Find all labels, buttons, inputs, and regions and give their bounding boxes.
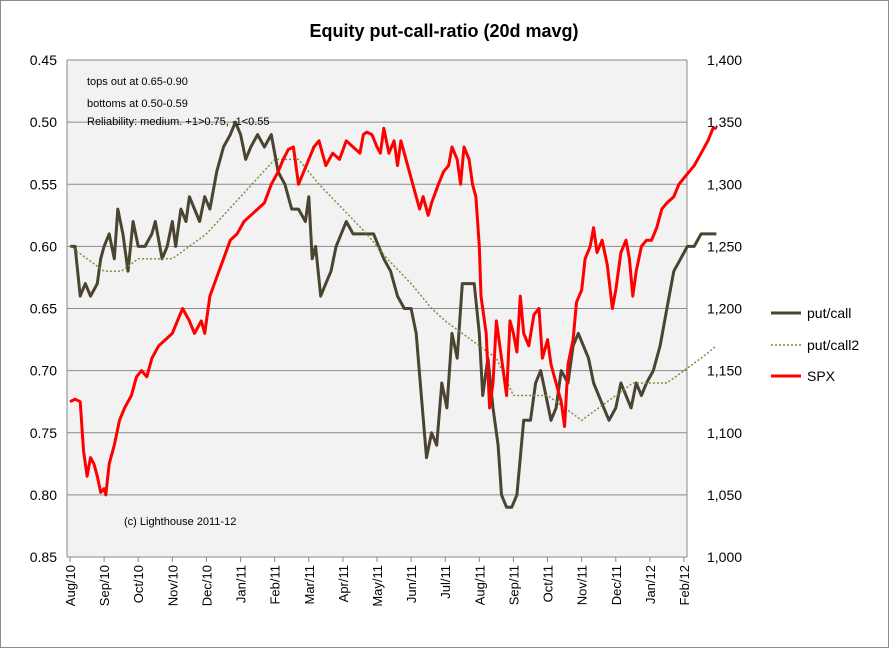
left-tick-label: 0.80 (30, 487, 57, 503)
right-tick-label: 1,400 (707, 52, 742, 68)
x-tick-label: Jan/12 (643, 565, 658, 604)
credit-text: (c) Lighthouse 2011-12 (124, 516, 236, 528)
legend-label-put-call: put/call (807, 305, 851, 321)
x-tick-label: Oct/10 (131, 565, 146, 603)
x-axis-ticks: Aug/10 Sep/10 Oct/10 Nov/10 Dec/10 Jan/11 Feb/… (63, 557, 692, 607)
x-tick-label: Jan/11 (234, 565, 249, 603)
x-tick-label: Nov/11 (575, 565, 590, 605)
left-tick-label: 0.55 (30, 176, 57, 192)
right-tick-label: 1,200 (707, 301, 742, 317)
series-lines (69, 120, 717, 509)
x-tick-label: Aug/11 (472, 565, 487, 605)
x-tick-label: Aug/10 (63, 565, 78, 606)
grid-lines (66, 59, 688, 558)
x-tick-label: Dec/10 (199, 565, 214, 606)
x-tick-label: Sep/10 (97, 565, 112, 606)
annotation-tops: tops out at 0.65-0.90 (87, 76, 188, 88)
left-tick-label: 0.75 (30, 425, 57, 441)
legend-label-spx: SPX (807, 368, 836, 384)
right-tick-label: 1,050 (707, 487, 742, 503)
x-tick-label: Sep/11 (506, 565, 521, 605)
annotation-reliability: Reliability: medium. +1>0.75, -1<0.55 (87, 116, 270, 128)
left-tick-label: 0.70 (30, 363, 57, 379)
right-axis-ticks: 1,400 1,350 1,300 1,250 1,200 1,150 1,100 1,050… (707, 52, 742, 565)
left-tick-label: 0.65 (30, 301, 57, 317)
x-tick-label: Dec/11 (609, 565, 624, 605)
left-axis-ticks: 0.45 0.50 0.55 0.60 0.65 0.70 0.75 0.80 0.85 (30, 52, 57, 565)
legend-label-put-call2: put/call2 (807, 337, 859, 353)
x-tick-label: Feb/11 (268, 565, 283, 605)
x-tick-label: Feb/12 (677, 565, 692, 605)
right-tick-label: 1,350 (707, 114, 742, 130)
x-tick-label: Jul/11 (438, 565, 453, 599)
x-tick-label: Oct/11 (541, 565, 556, 602)
left-tick-label: 0.50 (30, 114, 57, 130)
x-tick-label: May/11 (370, 565, 385, 607)
right-tick-label: 1,300 (707, 176, 742, 192)
right-tick-label: 1,100 (707, 425, 742, 441)
series-line-put-call (70, 120, 717, 509)
left-tick-label: 0.60 (30, 238, 57, 254)
x-tick-label: Apr/11 (336, 565, 351, 602)
annotation-bottoms: bottoms at 0.50-0.59 (87, 98, 188, 110)
series-line-spx (69, 126, 717, 497)
right-tick-label: 1,150 (707, 363, 742, 379)
series-line-put-call2 (69, 158, 717, 422)
right-tick-label: 1,250 (707, 238, 742, 254)
left-tick-label: 0.45 (30, 52, 57, 68)
x-tick-label: Jun/11 (404, 565, 419, 603)
x-tick-label: Mar/11 (302, 565, 317, 605)
legend: put/call put/call2 SPX (771, 305, 859, 384)
right-tick-label: 1,000 (707, 549, 742, 565)
chart-title: Equity put-call-ratio (20d mavg) (309, 21, 578, 41)
x-tick-label: Nov/10 (165, 565, 180, 606)
left-tick-label: 0.85 (30, 549, 57, 565)
